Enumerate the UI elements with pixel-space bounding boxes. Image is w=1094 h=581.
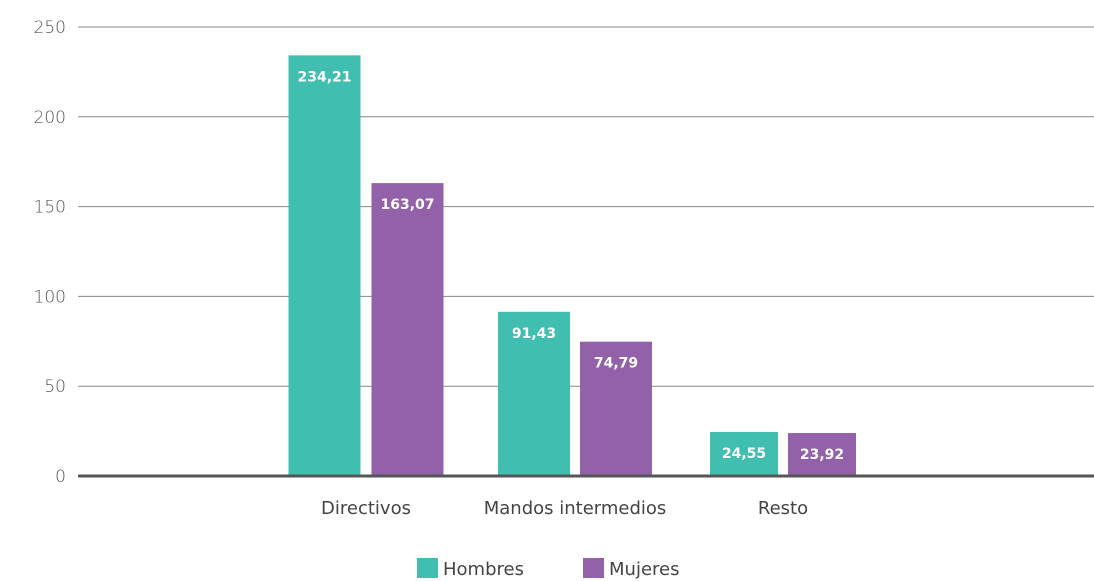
y-tick-label: 100 <box>34 287 66 307</box>
data-label: 163,07 <box>380 197 434 213</box>
bar-hombres-2 <box>710 431 778 476</box>
x-category-label: Directivos <box>321 498 411 519</box>
y-tick-label: 50 <box>44 377 66 397</box>
data-label: 24,55 <box>722 446 766 462</box>
legend-swatch-mujeres <box>583 558 604 578</box>
x-category-label: Mandos intermedios <box>484 498 667 519</box>
y-tick-label: 200 <box>34 108 66 128</box>
y-axis-ticks: 0 50 100 150 200 250 <box>34 18 66 487</box>
data-labels: 234,21 163,07 91,43 74,79 24,55 23,92 <box>297 69 844 463</box>
y-tick-label: 250 <box>34 18 66 38</box>
grid-lines <box>78 26 1094 387</box>
bar-mujeres-1 <box>580 341 652 476</box>
y-tick-label: 0 <box>55 467 66 487</box>
bar-hombres-1 <box>498 311 570 476</box>
bar-mujeres-2 <box>788 433 856 476</box>
legend-swatch-hombres <box>417 558 438 578</box>
data-label: 74,79 <box>594 356 638 372</box>
data-label: 234,21 <box>297 69 351 85</box>
legend-label-mujeres: Mujeres <box>609 559 679 580</box>
bar-hombres-0 <box>288 55 361 477</box>
legend-label-hombres: Hombres <box>443 559 524 580</box>
y-tick-label: 150 <box>34 198 66 218</box>
x-category-label: Resto <box>758 498 808 519</box>
data-label: 91,43 <box>512 326 556 342</box>
legend: Hombres Mujeres <box>417 558 679 580</box>
x-axis-categories: Directivos Mandos intermedios Resto <box>321 498 808 519</box>
bar-mujeres-0 <box>371 183 444 476</box>
data-label: 23,92 <box>800 447 844 463</box>
bars <box>288 55 856 477</box>
